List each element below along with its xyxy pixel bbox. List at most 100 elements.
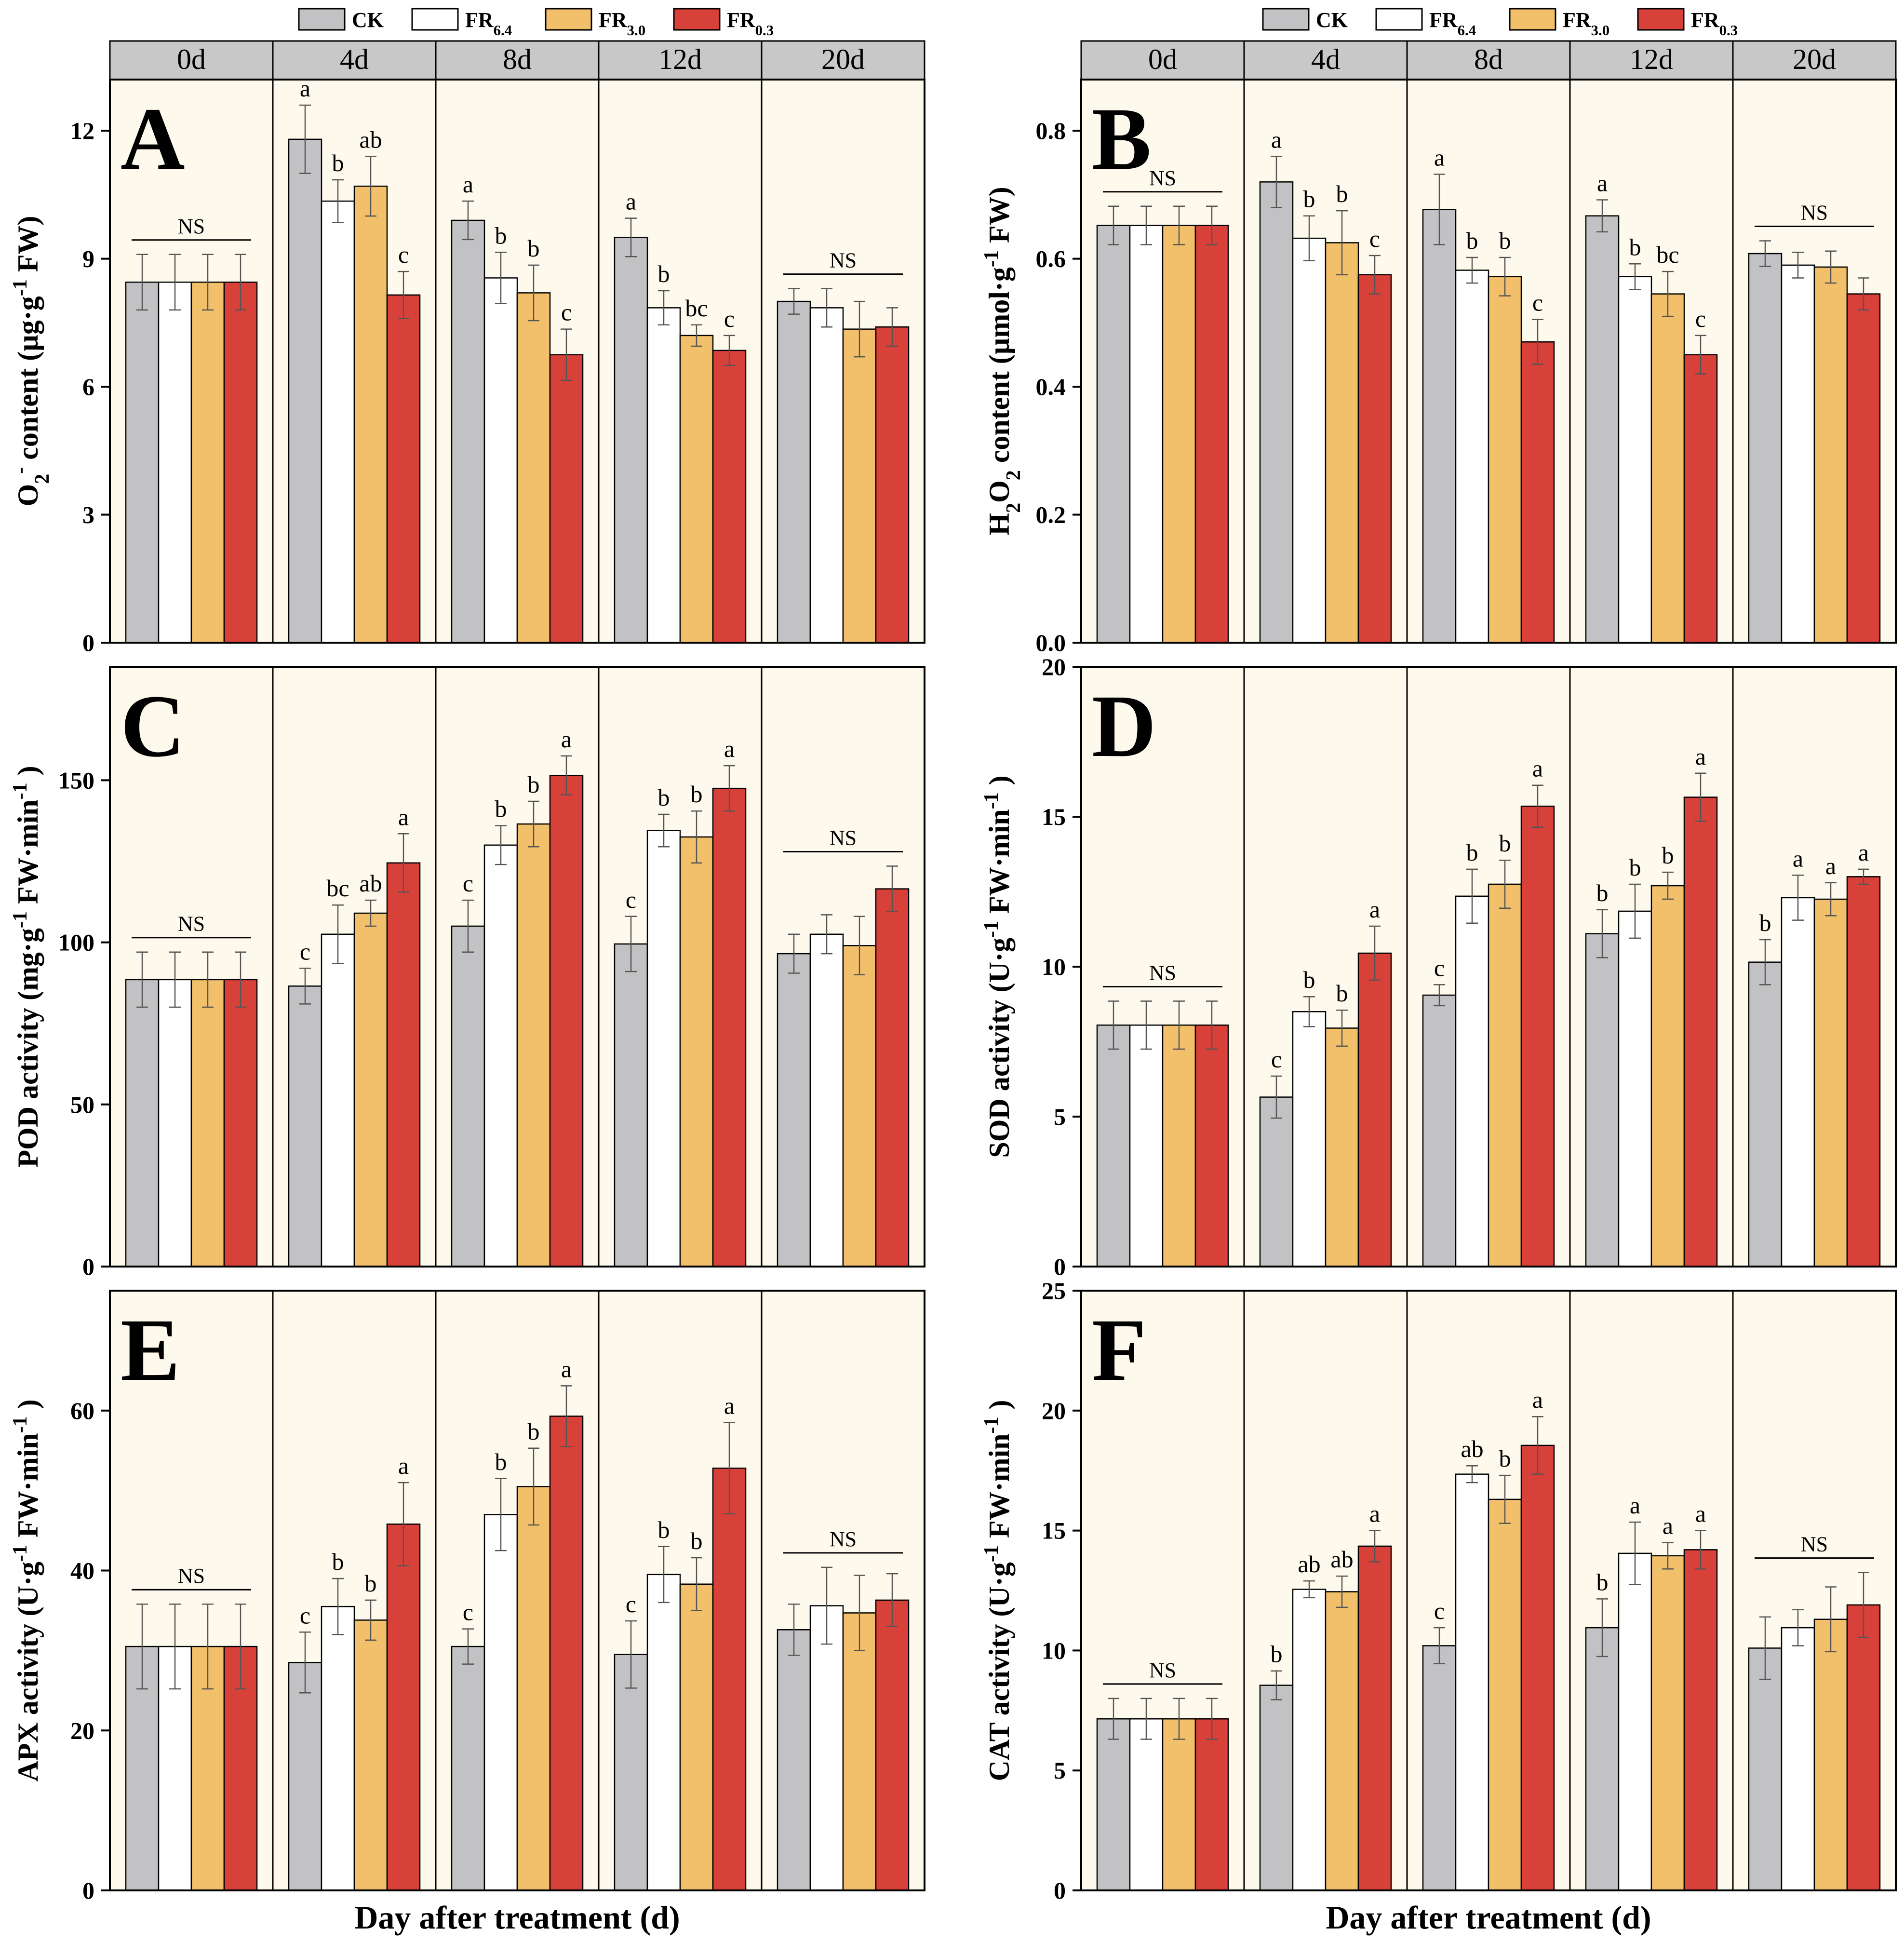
significance-letter: c xyxy=(626,1591,636,1618)
significance-letter: a xyxy=(1858,839,1869,866)
significance-letter: bc xyxy=(326,875,349,902)
significance-letter: b xyxy=(1466,227,1478,254)
bar-D-4d-fr6-4 xyxy=(1292,1011,1327,1268)
bar-F-20d-fr6-4 xyxy=(1781,1627,1815,1891)
bar-A-0d-ck xyxy=(125,282,160,644)
bar-C-8d-ck xyxy=(451,925,485,1268)
legend-swatch-fr0-3 xyxy=(673,8,721,31)
bar-D-12d-fr6-4 xyxy=(1618,910,1652,1268)
significance-letter: b xyxy=(332,1548,344,1575)
significance-letter: c xyxy=(1271,1046,1282,1073)
bar-A-4d-fr3-0 xyxy=(353,185,388,644)
legend-label-fr3-0: FR3.0 xyxy=(599,8,645,39)
bar-D-12d-fr3-0 xyxy=(1650,885,1685,1268)
significance-letter: b xyxy=(1303,966,1315,993)
significance-letter: b xyxy=(691,1527,703,1554)
bar-E-4d-fr3-0 xyxy=(353,1619,388,1891)
bar-B-8d-fr3-0 xyxy=(1488,276,1522,644)
strip-label-20d: 20d xyxy=(1793,43,1836,75)
ns-label: NS xyxy=(1149,166,1176,190)
significance-letter: b xyxy=(1596,879,1609,906)
significance-letter: c xyxy=(300,1602,310,1629)
bar-A-4d-fr6-4 xyxy=(321,200,355,644)
significance-letter: c xyxy=(398,241,409,268)
bar-E-12d-fr6-4 xyxy=(646,1574,681,1891)
bar-C-12d-fr3-0 xyxy=(679,836,714,1268)
bar-A-4d-fr0-3 xyxy=(386,294,421,644)
bar-B-4d-fr3-0 xyxy=(1325,242,1359,644)
bar-D-0d-fr3-0 xyxy=(1162,1025,1196,1268)
y-tick-label: 9 xyxy=(82,245,94,272)
bar-F-8d-ck xyxy=(1422,1645,1457,1891)
y-tick-label: 0 xyxy=(82,1253,94,1280)
y-tick-label: 15 xyxy=(1042,803,1066,830)
significance-letter: b xyxy=(495,222,507,249)
y-tick-label: 25 xyxy=(1042,1277,1066,1304)
bar-A-20d-ck xyxy=(777,300,811,644)
legend-swatch-fr3-0 xyxy=(545,8,592,31)
bar-B-12d-fr3-0 xyxy=(1650,293,1685,644)
significance-letter: c xyxy=(626,886,636,913)
bar-F-4d-fr3-0 xyxy=(1325,1591,1359,1891)
significance-letter: a xyxy=(1695,1500,1706,1527)
bar-F-8d-fr6-4 xyxy=(1455,1473,1489,1891)
y-tick-label: 3 xyxy=(82,501,94,528)
bar-C-12d-fr0-3 xyxy=(712,787,747,1268)
bar-E-8d-ck xyxy=(451,1645,485,1891)
bar-F-8d-fr0-3 xyxy=(1520,1444,1555,1891)
panel-letter-D: D xyxy=(1092,677,1156,776)
bar-A-4d-ck xyxy=(288,138,322,644)
bar-D-8d-fr3-0 xyxy=(1488,883,1522,1268)
bar-D-0d-ck xyxy=(1096,1025,1131,1268)
ns-label: NS xyxy=(1149,961,1176,985)
bar-F-12d-fr3-0 xyxy=(1650,1555,1685,1891)
legend-swatch-ck xyxy=(298,8,346,31)
legend-swatch-fr6-4 xyxy=(411,8,459,31)
bar-B-4d-fr6-4 xyxy=(1292,237,1327,644)
panel-letter-B: B xyxy=(1092,90,1151,189)
significance-letter: b xyxy=(495,1448,507,1475)
significance-letter: a xyxy=(1271,126,1282,153)
significance-letter: a xyxy=(1532,1386,1543,1413)
significance-letter: b xyxy=(1629,854,1641,881)
significance-letter: b xyxy=(1499,830,1511,857)
bar-D-20d-fr3-0 xyxy=(1813,898,1848,1268)
significance-letter: b xyxy=(365,1570,377,1597)
ns-label: NS xyxy=(1149,1659,1176,1682)
strip-label-8d: 8d xyxy=(1474,43,1503,75)
bar-B-0d-fr3-0 xyxy=(1162,225,1196,644)
significance-letter: b xyxy=(495,795,507,822)
significance-letter: ab xyxy=(1330,1546,1353,1573)
significance-letter: bc xyxy=(1656,241,1679,268)
legend-label-fr6-4: FR6.4 xyxy=(465,8,512,39)
bar-A-20d-fr3-0 xyxy=(842,328,877,644)
panel-F-frame xyxy=(1080,1290,1897,1891)
y-tick-label: 20 xyxy=(1042,653,1066,680)
bar-F-0d-fr3-0 xyxy=(1162,1718,1196,1891)
significance-letter: c xyxy=(1434,954,1445,981)
y-axis-label-D: SOD activity (U·g-1 FW·min-1 ) xyxy=(980,775,1015,1158)
legend-label-fr3-0: FR3.0 xyxy=(1563,8,1609,39)
bar-B-12d-fr0-3 xyxy=(1683,354,1718,644)
significance-letter: c xyxy=(1532,289,1543,316)
legend-label-ck: CK xyxy=(1316,8,1348,32)
bar-A-8d-fr6-4 xyxy=(483,277,518,644)
significance-letter: c xyxy=(561,299,572,326)
y-tick-label: 20 xyxy=(70,1717,94,1744)
bar-F-20d-fr3-0 xyxy=(1813,1618,1848,1891)
bar-D-4d-fr0-3 xyxy=(1357,952,1392,1268)
bar-B-0d-fr6-4 xyxy=(1129,225,1164,644)
significance-letter: a xyxy=(1695,743,1706,770)
bar-E-8d-fr3-0 xyxy=(516,1486,551,1891)
significance-letter: ab xyxy=(359,126,382,153)
strip-cell-8d xyxy=(435,40,600,81)
bar-C-12d-ck xyxy=(614,943,648,1268)
y-axis-label-B: H2O2 content (µmol·g-1 FW) xyxy=(980,187,1025,535)
significance-letter: a xyxy=(1630,1492,1640,1519)
bar-B-4d-fr0-3 xyxy=(1357,274,1392,644)
bar-B-0d-fr0-3 xyxy=(1194,225,1229,644)
y-tick-label: 0 xyxy=(1054,1253,1066,1280)
bar-D-8d-fr6-4 xyxy=(1455,895,1489,1268)
